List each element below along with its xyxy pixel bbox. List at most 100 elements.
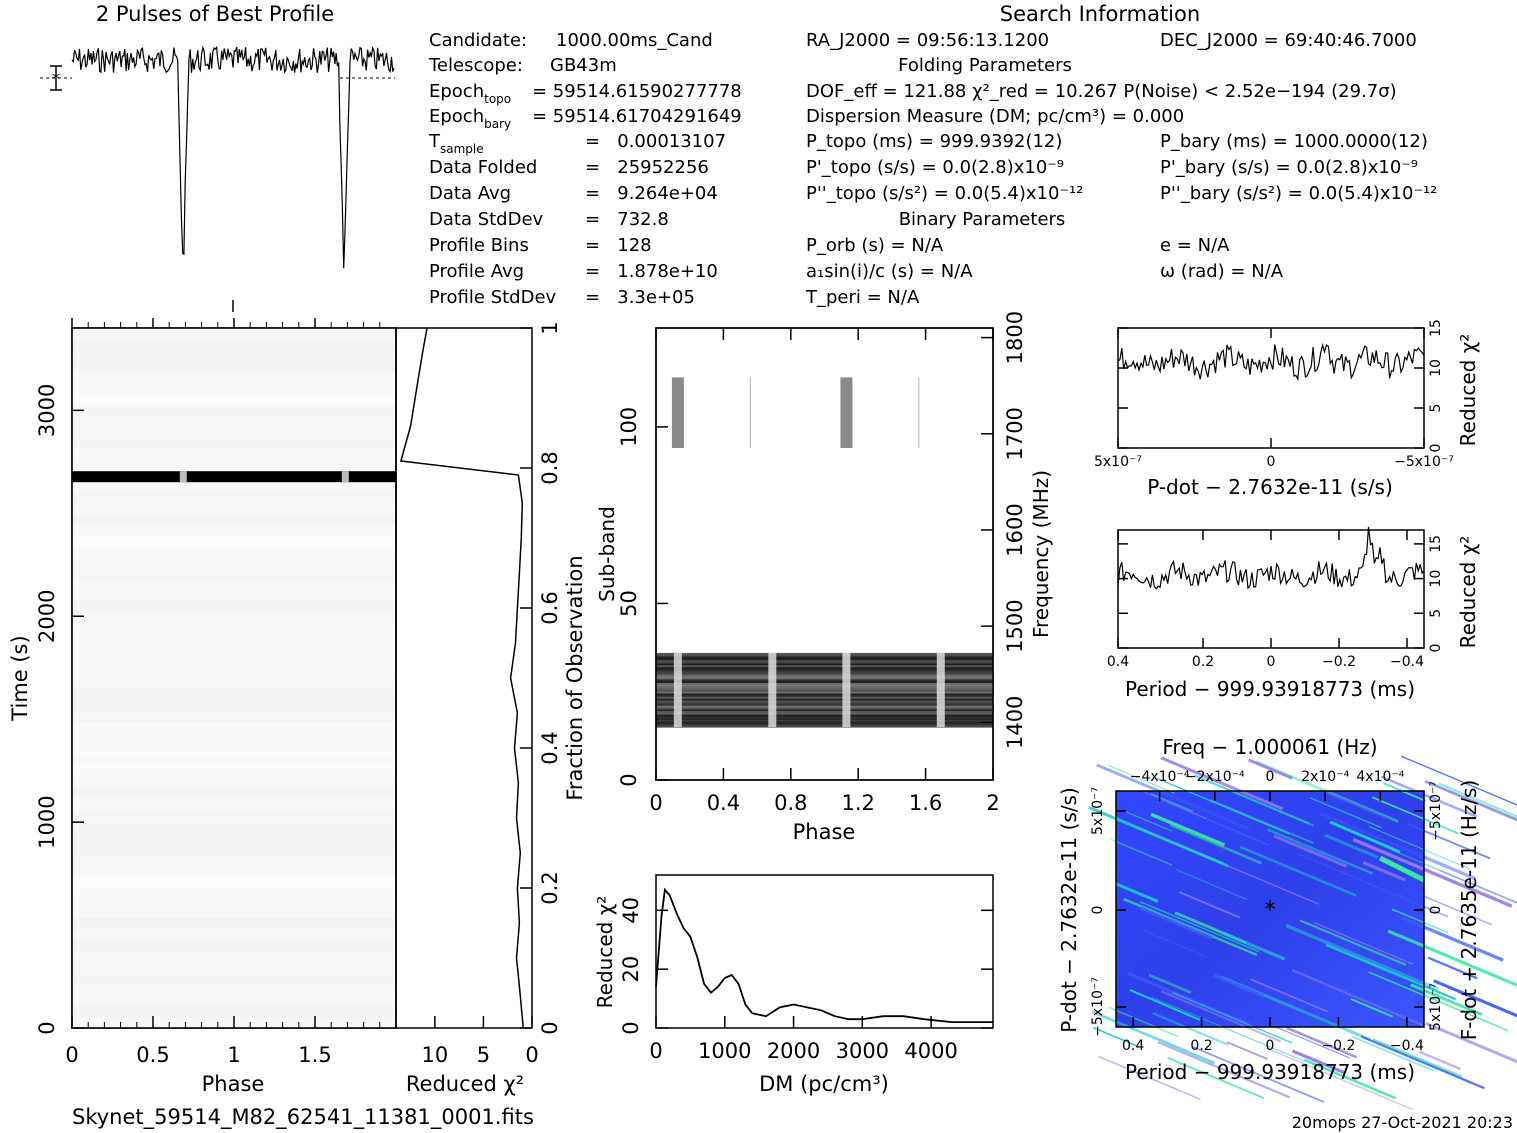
pp-streak [1313, 922, 1413, 965]
profile-line [71, 45, 395, 269]
sb-band-row [656, 686, 993, 689]
dm-text: Dispersion Measure (DM; pc/cm³) = 0.000 [806, 106, 1184, 127]
tsample-label: T [428, 131, 441, 152]
sb-band-row [656, 695, 993, 698]
tp-row [72, 776, 396, 788]
data-avg-value: = 9.264e+04 [585, 183, 718, 204]
pdot-bary-text: P'_bary (s/s) = 0.0(2.8)x10⁻⁹ [1160, 157, 1418, 178]
pp-streak [1433, 979, 1517, 1018]
pp-y2tick: 0 [1428, 906, 1444, 915]
pp-ytick: 0 [1090, 906, 1106, 915]
pdot-topo-text: P'_topo (s/s) = 0.0(2.8)x10⁻⁹ [806, 157, 1064, 178]
pp-streak [1425, 1021, 1517, 1064]
tp-row [72, 656, 396, 668]
sb-band-row [656, 700, 993, 703]
sb-band-row [656, 679, 993, 682]
pp-streak [1091, 1010, 1216, 1065]
error-bar-icon: * [50, 65, 62, 91]
tp-row [72, 984, 396, 996]
pp-streak [1150, 793, 1193, 812]
sb-band-row [656, 674, 993, 677]
pp-streak [1319, 811, 1477, 881]
pp-streak [1291, 1049, 1346, 1075]
tp-row [72, 787, 396, 799]
pp-streak [1096, 763, 1250, 831]
pp-streak [1221, 931, 1286, 961]
sb-band-row [656, 720, 993, 723]
tp-row [72, 853, 396, 865]
tp-row [72, 328, 396, 340]
pp-streak [1400, 915, 1504, 962]
sb-band-row [656, 690, 993, 693]
prc-xtick: −0.4 [1390, 654, 1424, 670]
pddot-topo-text: P''_topo (s/s²) = 0.0(5.4)x10⁻¹² [806, 183, 1083, 204]
tp-xtick: 0 [65, 1043, 78, 1067]
prc-ytick: 0 [1428, 644, 1444, 653]
pp-xtick: −0.2 [1321, 1038, 1355, 1054]
profile-stddev-value: = 3.3e+05 [585, 287, 695, 308]
tp-row [72, 426, 396, 438]
sb-band-row [656, 659, 993, 663]
tp-row [72, 503, 396, 515]
tp-row [72, 940, 396, 952]
sb-band-row [656, 712, 993, 716]
dm-chi-plot: 0 1000 2000 3000 4000 0 20 40 DM (pc/cm³) Reduc… [593, 874, 994, 1096]
time-phase-ticks: 0 0.5 1 1.5 0 1000 2000 3000 [35, 318, 381, 1067]
pp-y2tick: 5x10⁻⁷ [1428, 983, 1444, 1031]
prc-ylabel: Reduced χ² [1456, 536, 1480, 649]
tp-row [72, 885, 396, 898]
pp-streak [1210, 799, 1314, 844]
tperi-text: T_peri = N/A [805, 287, 920, 308]
pdc-ylabel: Reduced χ² [1456, 334, 1480, 447]
sb-xtick: 1.2 [841, 791, 874, 815]
pp-streak [1143, 791, 1207, 819]
pp-streak [1239, 845, 1358, 897]
trc-ytick: 1 [538, 321, 562, 334]
pp-streak [1160, 990, 1282, 1043]
tp-row [72, 481, 396, 493]
pp-streak [1266, 1047, 1413, 1110]
pddot-bary-text: P''_bary (s/s²) = 0.0(5.4)x10⁻¹² [1160, 183, 1437, 204]
pp-streak [1193, 774, 1315, 827]
tp-row [72, 349, 396, 362]
pp-streak [1226, 1041, 1268, 1060]
pp-streak [1192, 1046, 1325, 1103]
sb-band-row [656, 667, 993, 670]
pp-streak [1139, 901, 1260, 953]
search-info-title: Search Information [1000, 2, 1200, 26]
pp-streak [1291, 969, 1425, 1027]
pp-y2label: F-dot + 2.7635e-11 (Hz/s) [1457, 780, 1481, 1041]
tp-row [72, 798, 396, 810]
pp-streak [1110, 838, 1173, 866]
dm-ytick: 20 [619, 956, 643, 983]
info-mid: RA_J2000 = 09:56:13.1200 DEC_J2000 = 69:… [805, 30, 1437, 308]
pp-streak [1248, 758, 1293, 780]
pp-streak [1352, 837, 1513, 908]
pp-x2tick: −4x10⁻⁴ [1130, 769, 1190, 785]
tp-row [72, 710, 396, 723]
pp-streak [1250, 978, 1328, 1013]
sb-xtick: 2 [986, 791, 999, 815]
pp-streak [1387, 929, 1517, 987]
pp-streak [1368, 971, 1509, 1032]
pp-bright-streak [1129, 989, 1201, 1021]
pp-bright-streak [1378, 855, 1426, 883]
folding-params-title: Folding Parameters [898, 55, 1072, 76]
tp-row [72, 448, 396, 460]
tp-row [72, 874, 396, 887]
epoch-bary-label: Epoch [429, 106, 484, 127]
dm-xtick: 1000 [698, 1039, 751, 1063]
pdc-xtick: −5x10⁻⁷ [1394, 454, 1454, 470]
sb-band-row [656, 661, 993, 664]
trc-ytick: 0 [538, 1021, 562, 1034]
sb-band-row [656, 656, 993, 659]
trc-ylabel: Fraction of Observation [563, 555, 587, 800]
pp-streak [1167, 1056, 1265, 1100]
tp-xtick: 0.5 [136, 1043, 169, 1067]
prc-xtick: −0.2 [1322, 654, 1356, 670]
tp-row [72, 962, 396, 974]
tp-row [72, 579, 396, 591]
dm-chi-ticks: 0 1000 2000 3000 4000 0 20 40 [619, 897, 993, 1063]
dm-xtick: 0 [649, 1039, 662, 1063]
